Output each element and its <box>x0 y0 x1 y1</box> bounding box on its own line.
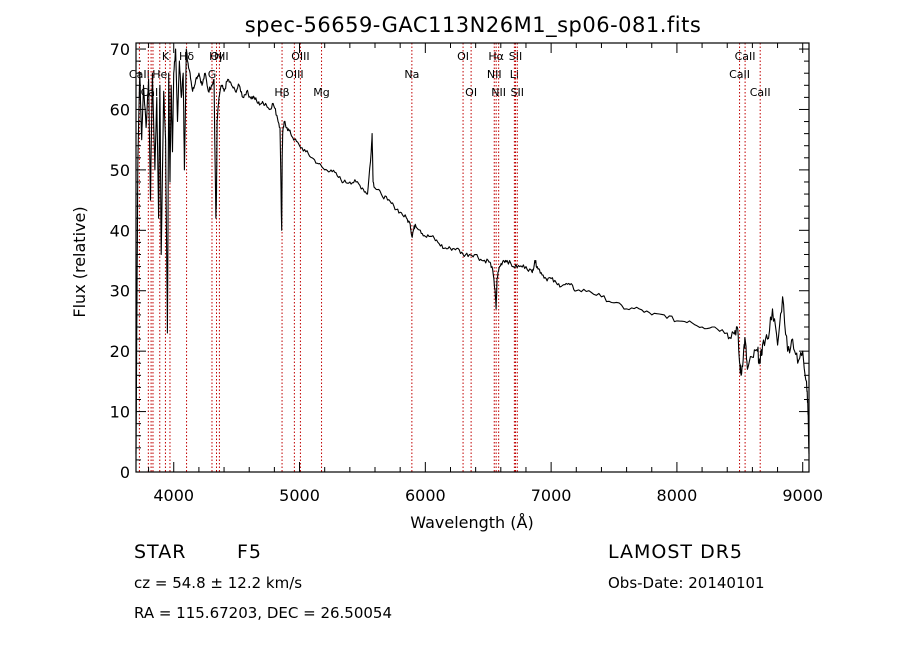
chart-title: spec-56659-GAC113N26M1_sp06-081.fits <box>245 13 702 38</box>
coordinates: RA = 115.67203, DEC = 26.50054 <box>134 604 393 622</box>
marker-label: Hα <box>488 50 504 63</box>
y-tick-label: 20 <box>110 342 130 361</box>
x-tick-label: 6000 <box>405 486 446 505</box>
y-axis-label: Flux (relative) <box>70 206 89 317</box>
y-tick-label: 50 <box>110 161 130 180</box>
y-tick-label: 60 <box>110 100 130 119</box>
y-tick-label: 30 <box>110 282 130 301</box>
y-axis: 0 10 20 30 40 50 60 70 <box>110 40 809 482</box>
x-tick-label: 4000 <box>153 486 194 505</box>
spectral-subclass: F5 <box>237 541 263 563</box>
object-class: STAR <box>134 541 187 563</box>
survey-label: LAMOST DR5 <box>608 541 743 563</box>
marker-label: He <box>152 68 167 81</box>
marker-label: OIII <box>291 50 309 63</box>
marker-label: CaII <box>729 68 750 81</box>
y-tick-label: 40 <box>110 221 130 240</box>
y-tick-label: 10 <box>110 403 130 422</box>
marker-label: Hγ <box>209 50 224 63</box>
marker-label: Mg <box>313 86 329 99</box>
y-tick-label: 0 <box>120 463 130 482</box>
y-tick-label: 70 <box>110 40 130 59</box>
x-axis-label: Wavelength (Å) <box>410 513 533 532</box>
marker-label: CaII <box>750 86 771 99</box>
marker-label: Li <box>510 68 519 81</box>
marker-label: SII <box>509 50 522 63</box>
x-tick-label: 8000 <box>657 486 698 505</box>
marker-label: G <box>208 68 217 81</box>
marker-label: NII <box>491 86 506 99</box>
obs-date: Obs-Date: 20140101 <box>608 574 765 592</box>
marker-label: OI <box>457 50 469 63</box>
x-tick-label: 9000 <box>782 486 823 505</box>
x-axis: 4000 5000 6000 7000 8000 9000 <box>148 43 823 505</box>
marker-label: OIII <box>210 50 228 63</box>
marker-label: OI <box>465 86 477 99</box>
marker-label: Hβ <box>274 86 289 99</box>
marker-label: Na <box>404 68 419 81</box>
marker-label: K <box>162 50 170 63</box>
marker-label: SII <box>511 86 524 99</box>
x-tick-label: 5000 <box>279 486 320 505</box>
spectrum-series <box>135 48 810 454</box>
marker-label: CaII <box>141 86 162 99</box>
velocity-text: cz = 54.8 ± 12.2 km/s <box>134 574 303 592</box>
marker-label: CaII <box>735 50 756 63</box>
plot-frame <box>135 42 810 473</box>
spectrum-line <box>135 48 810 454</box>
marker-label: NII <box>487 68 502 81</box>
marker-label: OIII <box>285 68 303 81</box>
x-tick-label: 7000 <box>531 486 572 505</box>
